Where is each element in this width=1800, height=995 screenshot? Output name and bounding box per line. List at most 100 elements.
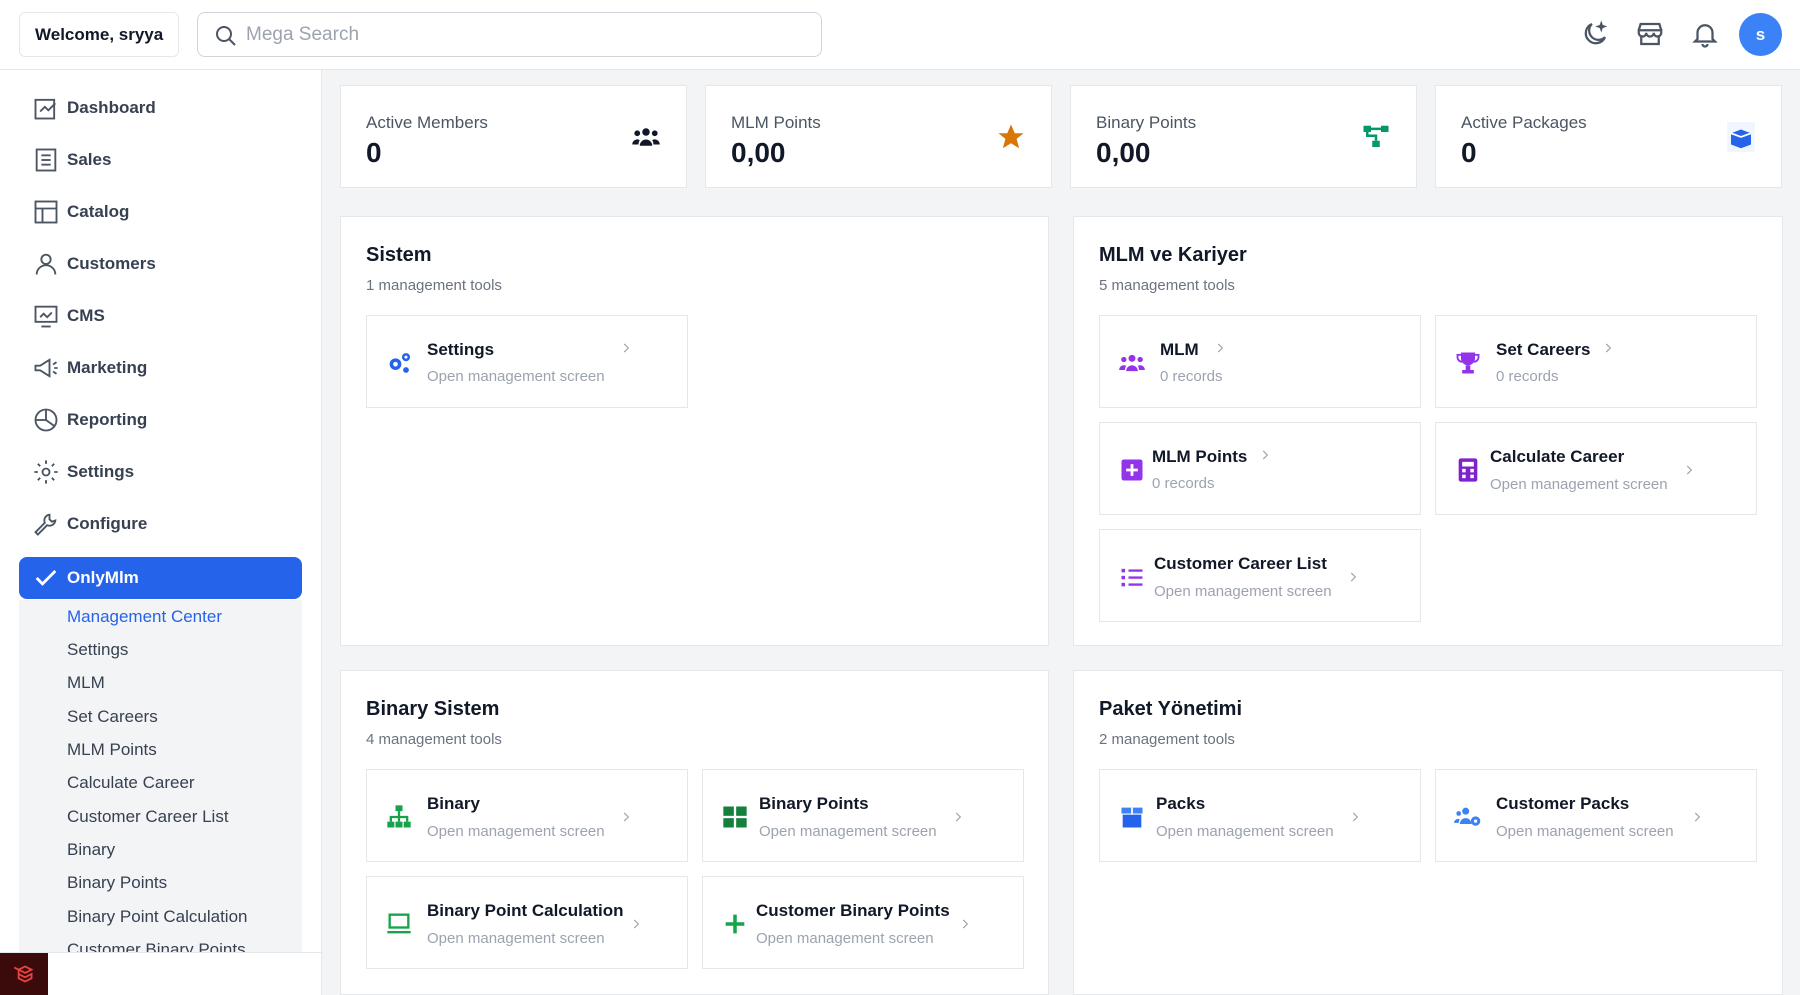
- tool-desc: Open management screen: [1156, 812, 1362, 840]
- chevron-right-icon: [623, 812, 629, 822]
- sidebar-item-label: Dashboard: [67, 98, 156, 117]
- mega-search[interactable]: [197, 12, 822, 57]
- panel-paket: Paket Yönetimi 2 management tools Packs …: [1073, 670, 1783, 995]
- submenu-item-mlm[interactable]: MLM: [67, 673, 105, 692]
- tool-desc: Open management screen: [1490, 465, 1696, 493]
- panel-title: Paket Yönetimi: [1099, 698, 1243, 720]
- sidebar-item-settings[interactable]: Settings: [19, 451, 302, 493]
- tool-name: MLM: [1160, 340, 1227, 360]
- tool-customer-career-list[interactable]: Customer Career List Open management scr…: [1099, 529, 1421, 622]
- panel-title: Sistem: [366, 244, 432, 266]
- search-input[interactable]: [246, 13, 806, 56]
- panel-title: MLM ve Kariyer: [1099, 244, 1247, 266]
- stat-value: 0,00: [731, 137, 786, 168]
- check-icon: [25, 557, 67, 599]
- chevron-right-icon: [1218, 343, 1224, 353]
- grid-icon: [723, 806, 747, 828]
- search-icon: [216, 26, 236, 46]
- stat-value: 0,00: [1096, 137, 1151, 168]
- tool-binary[interactable]: Binary Open management screen: [366, 769, 688, 862]
- sidebar-item-label: Reporting: [67, 410, 148, 429]
- tool-name: Customer Career List: [1154, 554, 1327, 573]
- stat-value: 0: [366, 137, 382, 168]
- tool-calculate-career[interactable]: Calculate Career Open management screen: [1435, 422, 1757, 515]
- submenu-item-calculate-career[interactable]: Calculate Career: [67, 773, 195, 792]
- tool-desc: Open management screen: [1154, 572, 1360, 600]
- panel-subtitle: 2 management tools: [1099, 731, 1235, 748]
- sidebar-item-sales[interactable]: Sales: [19, 139, 302, 181]
- panel-binary: Binary Sistem 4 management tools Binary …: [340, 670, 1049, 995]
- chevron-right-icon: [1606, 343, 1612, 353]
- users-icon: [1119, 354, 1145, 372]
- bell-icon[interactable]: [1690, 19, 1720, 49]
- chevron-right-icon: [1262, 450, 1269, 460]
- sidebar-item-catalog[interactable]: Catalog: [19, 191, 302, 233]
- tool-name: Customer Binary Points: [756, 901, 950, 920]
- tool-binary-points[interactable]: Binary Points Open management screen: [702, 769, 1024, 862]
- tool-mlm[interactable]: MLM 0 records: [1099, 315, 1421, 408]
- tool-customer-binary-points[interactable]: Customer Binary Points Open management s…: [702, 876, 1024, 969]
- dark-mode-icon[interactable]: [1580, 19, 1610, 49]
- tool-settings[interactable]: Settings Open management screen: [366, 315, 688, 408]
- sidebar-item-label: Marketing: [67, 358, 148, 377]
- chevron-right-icon: [955, 812, 961, 822]
- stat-active-members: Active Members 0: [340, 85, 687, 188]
- box-icon: [1727, 122, 1755, 152]
- tool-desc: 0 records: [1160, 368, 1223, 385]
- store-icon[interactable]: [1635, 19, 1665, 49]
- submenu-item-binary[interactable]: Binary: [67, 840, 116, 859]
- submenu-item-management-center[interactable]: Management Center: [67, 607, 222, 626]
- cms-icon: [25, 295, 67, 337]
- panel-subtitle: 4 management tools: [366, 731, 502, 748]
- sidebar-item-label: CMS: [67, 306, 105, 325]
- sidebar-footer: [0, 952, 321, 995]
- submenu-item-binary-point-calculation[interactable]: Binary Point Calculation: [67, 907, 248, 926]
- tool-desc: Open management screen: [427, 919, 643, 947]
- sidebar-item-label: OnlyMlm: [67, 568, 139, 587]
- sales-icon: [25, 139, 67, 181]
- panel-title: Binary Sistem: [366, 698, 500, 720]
- tool-desc: Open management screen: [1496, 812, 1704, 840]
- chevron-right-icon: [623, 343, 629, 353]
- chevron-right-icon: [1352, 812, 1358, 822]
- chevron-right-icon: [1694, 812, 1700, 822]
- catalog-icon: [25, 191, 67, 233]
- chevron-right-icon: [1350, 572, 1356, 582]
- sidebar-item-onlymlm[interactable]: OnlyMlm: [19, 557, 302, 599]
- sidebar-item-configure[interactable]: Configure: [19, 503, 302, 545]
- submenu-item-mlm-points[interactable]: MLM Points: [67, 740, 157, 759]
- tool-mlm-points[interactable]: MLM Points 0 records: [1099, 422, 1421, 515]
- tool-name: Customer Packs: [1496, 794, 1630, 813]
- members-icon: [632, 128, 660, 146]
- sidebar-item-customers[interactable]: Customers: [19, 243, 302, 285]
- sidebar-item-dashboard[interactable]: Dashboard: [19, 87, 302, 129]
- tree-icon: [1363, 125, 1389, 147]
- tool-packs[interactable]: Packs Open management screen: [1099, 769, 1421, 862]
- tool-set-careers[interactable]: Set Careers 0 records: [1435, 315, 1757, 408]
- welcome-label: Welcome, sryya: [19, 12, 180, 57]
- sidebar-item-marketing[interactable]: Marketing: [19, 347, 302, 389]
- sidebar-item-label: Configure: [67, 514, 148, 533]
- plus-icon: [725, 914, 745, 934]
- submenu-item-customer-career-list[interactable]: Customer Career List: [67, 807, 229, 826]
- stat-label: Active Members: [366, 113, 488, 132]
- submenu-item-binary-points[interactable]: Binary Points: [67, 873, 168, 892]
- stat-active-packages: Active Packages 0: [1435, 85, 1782, 188]
- onlymlm-submenu: Management Center Settings MLM Set Caree…: [19, 600, 302, 995]
- stat-mlm-points: MLM Points 0,00: [705, 85, 1052, 188]
- submenu-item-set-careers[interactable]: Set Careers: [67, 707, 158, 726]
- stat-binary-points: Binary Points 0,00: [1070, 85, 1417, 188]
- tool-binary-point-calculation[interactable]: Binary Point Calculation Open management…: [366, 876, 688, 969]
- customers-icon: [25, 243, 67, 285]
- trophy-icon: [1456, 352, 1480, 374]
- sidebar-item-cms[interactable]: CMS: [19, 295, 302, 337]
- submenu-item-settings[interactable]: Settings: [67, 640, 129, 659]
- panel-subtitle: 1 management tools: [366, 277, 502, 294]
- avatar[interactable]: s: [1739, 13, 1782, 56]
- laptop-icon: [387, 913, 411, 934]
- sidebar-item-reporting[interactable]: Reporting: [19, 399, 302, 441]
- tool-desc: 0 records: [1496, 368, 1559, 385]
- tool-customer-packs[interactable]: Customer Packs Open management screen: [1435, 769, 1757, 862]
- sidebar: Dashboard Sales Catalog Customers CMS Ma…: [0, 70, 322, 995]
- star-icon: [998, 124, 1024, 149]
